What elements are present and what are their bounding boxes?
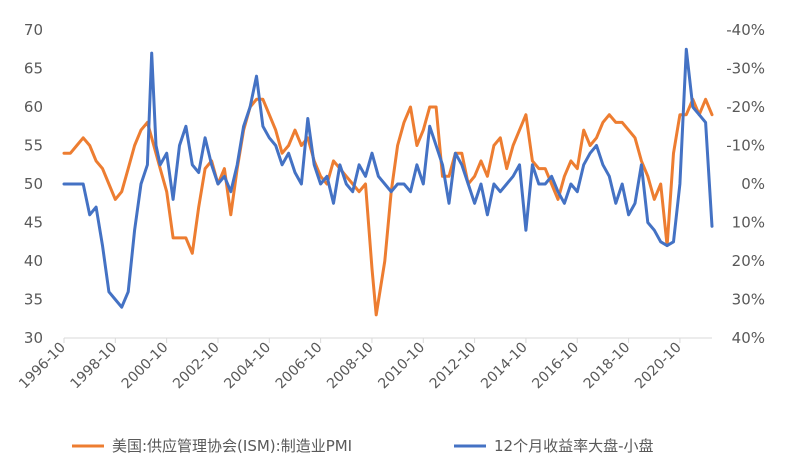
series-group xyxy=(62,47,714,317)
y-right-tick-label: 40% xyxy=(732,329,765,347)
series-line-pmi xyxy=(62,97,714,317)
y-right-tick-label: 0% xyxy=(741,175,765,193)
x-tick-label: 2012-10 xyxy=(427,340,480,393)
series-line-return-spread xyxy=(62,47,714,309)
x-tick-label: 2020-10 xyxy=(632,340,685,393)
x-tick-label: 1998-10 xyxy=(67,340,120,393)
y-right-tick-label: -20% xyxy=(726,98,765,116)
y-left-tick-label: 35 xyxy=(24,291,43,309)
y-right-tick-label: 10% xyxy=(732,214,765,232)
x-tick-label: 2006-10 xyxy=(273,340,326,393)
legend-label-pmi: 美国:供应管理协会(ISM):制造业PMI xyxy=(112,437,352,455)
legend-label-return-spread: 12个月收益率大盘-小盘 xyxy=(494,437,654,455)
x-tick-label: 2008-10 xyxy=(324,340,377,393)
y-right-tick-label: 30% xyxy=(732,291,765,309)
x-tick-label: 2016-10 xyxy=(529,340,582,393)
y-left-tick-label: 55 xyxy=(24,137,43,155)
x-tick-label: 2014-10 xyxy=(478,340,531,393)
x-tick-label: 2018-10 xyxy=(581,340,634,393)
x-tick-label: 1996-10 xyxy=(16,340,69,393)
y-left-tick-label: 45 xyxy=(24,214,43,232)
y-left-tick-label: 65 xyxy=(24,60,43,78)
y-right-tick-label: -40% xyxy=(726,21,765,39)
y-left-tick-label: 40 xyxy=(24,252,43,270)
x-tick-label: 2010-10 xyxy=(375,340,428,393)
x-tick-label: 2004-10 xyxy=(221,340,274,393)
y-left-tick-label: 30 xyxy=(24,329,43,347)
y-right-tick-label: 20% xyxy=(732,252,765,270)
y-left-tick-label: 70 xyxy=(24,21,43,39)
x-tick-label: 2002-10 xyxy=(170,340,223,393)
y-left-tick-label: 60 xyxy=(24,98,43,116)
y-left-tick-label: 50 xyxy=(24,175,43,193)
legend: 美国:供应管理协会(ISM):制造业PMI 12个月收益率大盘-小盘 xyxy=(72,437,654,455)
y-right-tick-label: -10% xyxy=(726,137,765,155)
x-tick-label: 2000-10 xyxy=(119,340,172,393)
y-right-tick-label: -30% xyxy=(726,60,765,78)
